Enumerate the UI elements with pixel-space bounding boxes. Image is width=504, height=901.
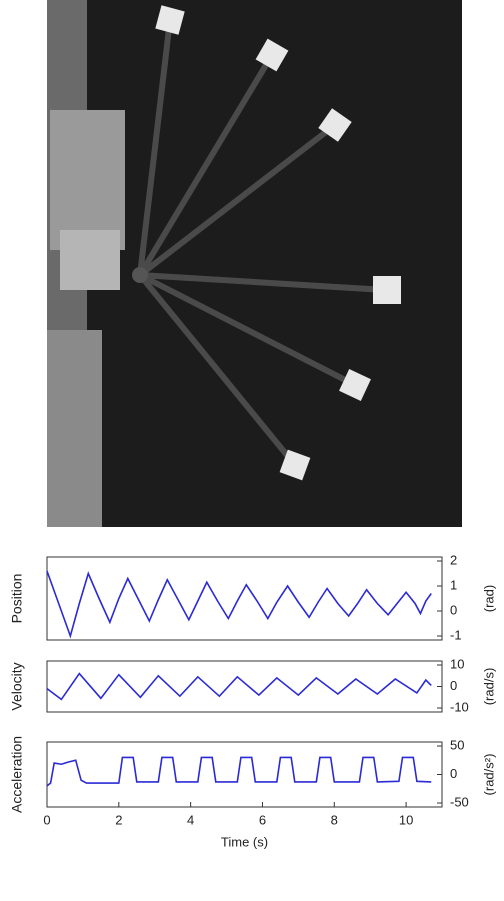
x-tick-label: 8	[331, 812, 338, 827]
y-tick-label: 50	[450, 737, 464, 752]
data-line	[46, 570, 432, 639]
x-tick-label: 0	[43, 812, 50, 827]
plot-frame	[46, 660, 443, 713]
y-label: Acceleration	[9, 736, 25, 813]
y-tick-label: -50	[450, 794, 469, 809]
y-tick-label: 0	[450, 766, 457, 781]
x-tick-label: 2	[115, 812, 122, 827]
plot-frame	[46, 556, 443, 641]
x-label: Time (s)	[221, 834, 268, 849]
y-tick-label: 0	[450, 602, 457, 617]
y-tick-label: -10	[450, 699, 469, 714]
plot-frame	[46, 741, 443, 808]
photo	[47, 0, 462, 527]
y-tick-label: 10	[450, 656, 464, 671]
y-label: Position	[9, 574, 25, 624]
y-tick-label: 1	[450, 577, 457, 592]
y-unit-label: (rad/s²)	[481, 754, 496, 796]
x-tick-label: 4	[187, 812, 194, 827]
y-unit-label: (rad/s)	[481, 668, 496, 706]
y-tick-label: 0	[450, 678, 457, 693]
y-tick-label: -1	[450, 627, 462, 642]
y-tick-label: 2	[450, 552, 457, 567]
x-tick-label: 6	[259, 812, 266, 827]
data-line	[46, 756, 432, 787]
x-tick-label: 10	[399, 812, 413, 827]
data-line	[46, 672, 432, 701]
y-unit-label: (rad)	[481, 585, 496, 612]
y-label: Velocity	[9, 662, 25, 710]
